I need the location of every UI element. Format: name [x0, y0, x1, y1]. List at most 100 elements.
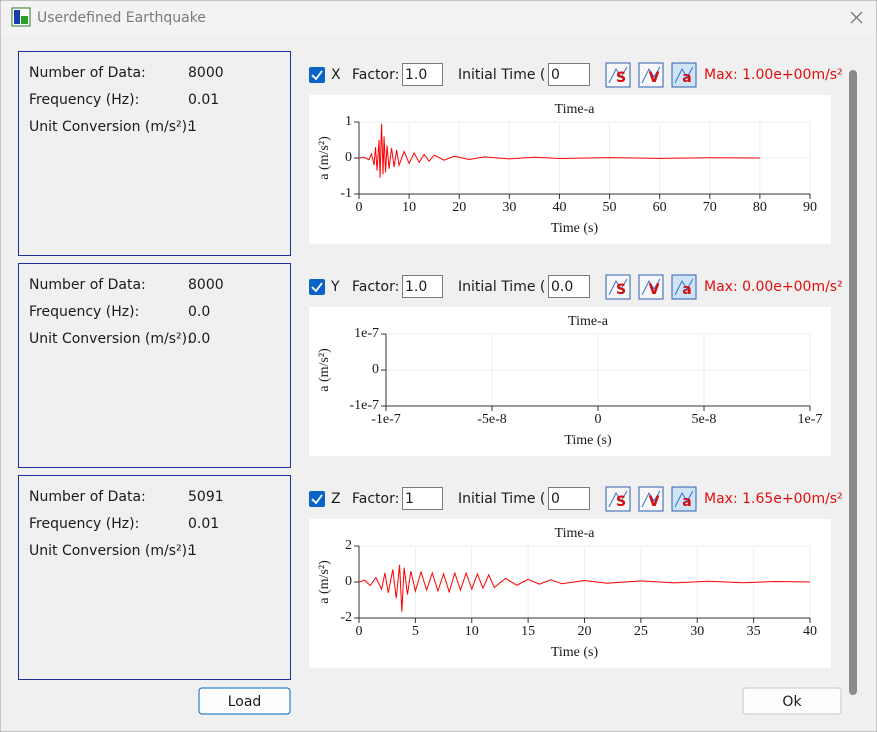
load-button-label[interactable]: Load: [228, 694, 262, 710]
info-value: 8000: [188, 277, 224, 293]
y-tick-label: 0: [345, 574, 352, 589]
checkbox-check[interactable]: [311, 70, 323, 81]
x-tick-label: 40: [803, 624, 817, 639]
x-tick-label: 10: [402, 200, 416, 215]
info-label: Unit Conversion (m/s²):: [29, 543, 192, 559]
scrollbar[interactable]: [849, 70, 857, 695]
initial-time-value[interactable]: 0: [551, 67, 560, 83]
max-value: Max: 1.65e+00m/s²: [704, 491, 843, 507]
checkbox-check[interactable]: [311, 494, 323, 505]
info-label: Unit Conversion (m/s²):: [29, 119, 192, 135]
ok-button[interactable]: [742, 687, 842, 715]
x-tick-label: 60: [653, 200, 667, 215]
checkbox[interactable]: [309, 491, 325, 507]
x-tick-label: 70: [703, 200, 717, 215]
y-tick-label: -1: [340, 186, 352, 201]
x-tick-label: 40: [552, 200, 566, 215]
tool-icon[interactable]: [605, 486, 631, 512]
info-label: Number of Data:: [29, 65, 146, 81]
ok-button-label[interactable]: Ok: [782, 694, 802, 710]
x-tick-label: 10: [465, 624, 479, 639]
x-tick-label: 25: [634, 624, 648, 639]
factor-label: Factor:: [352, 67, 399, 83]
tool-icon-letter[interactable]: S: [616, 494, 626, 510]
info-label: Number of Data:: [29, 277, 146, 293]
y-tick-label: 2: [345, 538, 352, 553]
waveform: [358, 564, 811, 612]
chart-area: [309, 95, 831, 244]
tool-icon-graph[interactable]: [641, 66, 661, 84]
tool-icon-letter[interactable]: V: [649, 494, 660, 510]
max-value: Max: 0.00e+00m/s²: [704, 279, 843, 295]
info-panel: [18, 475, 291, 680]
info-value: 0.01: [188, 92, 219, 108]
load-button[interactable]: [198, 687, 291, 715]
tool-icon-letter[interactable]: S: [616, 282, 626, 298]
x-axis-label: Time (s): [551, 221, 599, 236]
tool-icon-letter[interactable]: V: [649, 70, 660, 86]
tool-icon-letter[interactable]: a: [682, 282, 691, 298]
x-axis-label: Time (s): [551, 645, 599, 660]
axis-name: X: [331, 67, 341, 83]
tool-icon-graph[interactable]: [641, 278, 661, 296]
x-tick-label: 90: [803, 200, 817, 215]
x-axis-label: Time (s): [564, 433, 612, 448]
initial-time-label: Initial Time (: [458, 491, 545, 507]
tool-icon[interactable]: [671, 486, 697, 512]
tool-icon[interactable]: [638, 274, 664, 300]
tool-icon[interactable]: [671, 62, 697, 88]
checkbox-check[interactable]: [311, 282, 323, 293]
tool-icon-graph[interactable]: [674, 278, 694, 296]
y-tick-label: 1e-7: [354, 326, 379, 341]
tool-icon-letter[interactable]: V: [649, 282, 660, 298]
checkbox[interactable]: [309, 67, 325, 83]
x-tick-label: 50: [603, 200, 617, 215]
tool-icon-letter[interactable]: a: [682, 494, 691, 510]
y-tick-label: 0: [372, 362, 379, 377]
tool-icon-graph[interactable]: [674, 490, 694, 508]
x-tick-label: -1e-7: [371, 412, 401, 427]
x-tick-label: 30: [502, 200, 516, 215]
x-tick-label: -5e-8: [477, 412, 507, 427]
checkbox[interactable]: [309, 279, 325, 295]
y-axis-label: a (m/s²): [317, 560, 332, 604]
x-tick-label: 5: [412, 624, 419, 639]
info-label: Frequency (Hz):: [29, 516, 139, 532]
initial-time-input[interactable]: [548, 487, 590, 510]
initial-time-input[interactable]: [548, 63, 590, 86]
factor-input[interactable]: [402, 487, 443, 510]
factor-input[interactable]: [402, 63, 443, 86]
tool-icon[interactable]: [605, 62, 631, 88]
x-tick-label: 0: [356, 200, 363, 215]
tool-icon-graph[interactable]: [608, 66, 628, 84]
tool-icon-graph[interactable]: [608, 278, 628, 296]
factor-value[interactable]: 1: [405, 491, 414, 507]
y-tick-label: -2: [340, 610, 352, 625]
tool-icon-graph[interactable]: [641, 490, 661, 508]
x-tick-label: 80: [753, 200, 767, 215]
initial-time-input[interactable]: [548, 275, 590, 298]
axis-name: Y: [330, 279, 340, 295]
info-value: 1: [188, 119, 197, 135]
initial-time-value[interactable]: 0.0: [551, 279, 573, 295]
tool-icon-graph[interactable]: [674, 66, 694, 84]
tool-icon-letter[interactable]: a: [682, 70, 691, 86]
info-value: 0.0: [188, 331, 210, 347]
factor-label: Factor:: [352, 491, 399, 507]
initial-time-value[interactable]: 0: [551, 491, 560, 507]
factor-input[interactable]: [402, 275, 443, 298]
close-button[interactable]: [850, 11, 863, 24]
x-tick-label: 20: [452, 200, 466, 215]
tool-icon[interactable]: [671, 274, 697, 300]
info-label: Number of Data:: [29, 489, 146, 505]
window-title: Userdefined Earthquake: [37, 10, 206, 26]
tool-icon-graph[interactable]: [608, 490, 628, 508]
tool-icon[interactable]: [638, 62, 664, 88]
factor-value[interactable]: 1.0: [405, 67, 427, 83]
factor-value[interactable]: 1.0: [405, 279, 427, 295]
tool-icon[interactable]: [638, 486, 664, 512]
tool-icon[interactable]: [605, 274, 631, 300]
tool-icon-letter[interactable]: S: [616, 70, 626, 86]
